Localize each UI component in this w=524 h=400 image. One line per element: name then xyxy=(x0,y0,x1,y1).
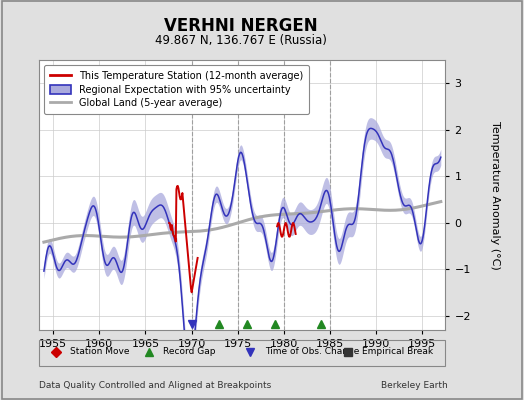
Text: Data Quality Controlled and Aligned at Breakpoints: Data Quality Controlled and Aligned at B… xyxy=(39,381,271,390)
Text: Time of Obs. Change: Time of Obs. Change xyxy=(265,347,359,356)
Y-axis label: Temperature Anomaly (°C): Temperature Anomaly (°C) xyxy=(490,121,500,269)
Text: Station Move: Station Move xyxy=(70,347,129,356)
Text: 49.867 N, 136.767 E (Russia): 49.867 N, 136.767 E (Russia) xyxy=(155,34,327,47)
Text: Record Gap: Record Gap xyxy=(163,347,216,356)
Legend: This Temperature Station (12-month average), Regional Expectation with 95% uncer: This Temperature Station (12-month avera… xyxy=(44,65,309,114)
Text: VERHNI NERGEN: VERHNI NERGEN xyxy=(164,17,318,35)
Text: Berkeley Earth: Berkeley Earth xyxy=(381,381,448,390)
Text: Empirical Break: Empirical Break xyxy=(362,347,433,356)
